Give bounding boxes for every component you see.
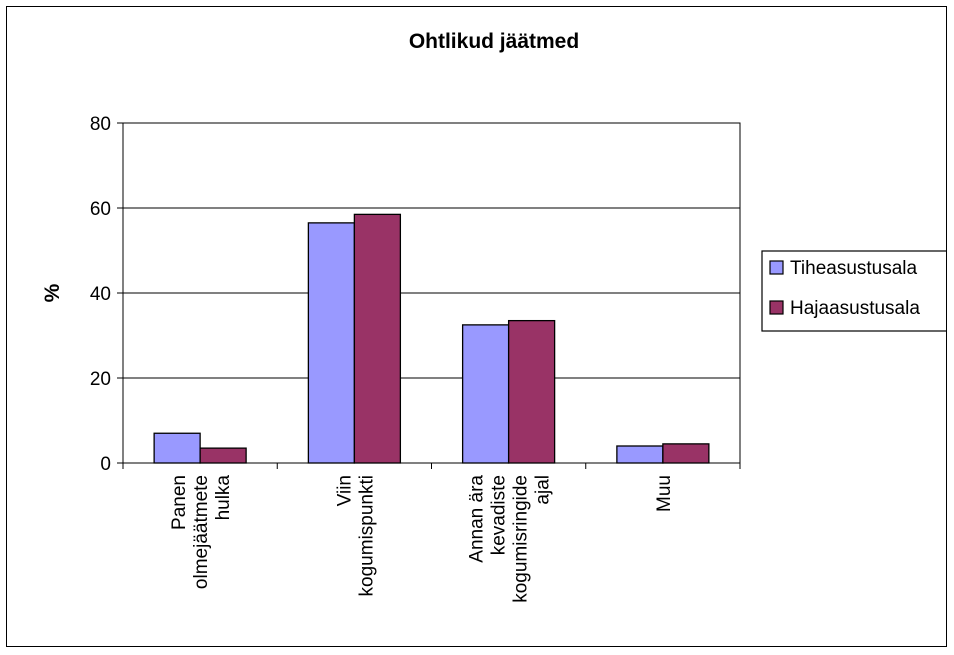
- legend-label-tiheasustusala: Tiheasustusala: [790, 258, 918, 279]
- x-category-label-line: Annan ära: [467, 475, 488, 563]
- x-category-label-line: Muu: [654, 475, 675, 512]
- x-category-label-line: hulka: [213, 475, 234, 521]
- bar-tiheasustusala-2: [461, 324, 510, 464]
- y-tick-label-0: 0: [100, 454, 111, 475]
- bar-tiheasustusala-0: [153, 432, 201, 464]
- legend-label-hajaasustusala: Hajaasustusala: [790, 298, 920, 319]
- x-category-label-line: olmejäätmete: [191, 475, 212, 589]
- x-category-label-line: Panen: [169, 475, 190, 530]
- x-category-label-2: Annan ärakevadistekogumisringideajal: [467, 475, 554, 603]
- x-category-label-1: Viinkogumispunkti: [334, 475, 377, 596]
- bar-tiheasustusala-3: [616, 445, 664, 464]
- x-category-label-line: kogumisringide: [511, 475, 532, 603]
- y-tick-label-40: 40: [90, 284, 111, 305]
- legend-swatch-hajaasustusala: [769, 300, 784, 315]
- y-tick-labels: 0 20 40 60 80: [90, 114, 111, 475]
- x-category-label-line: kogumispunkti: [356, 475, 377, 596]
- y-tick-label-20: 20: [90, 369, 111, 390]
- chart-frame: Ohtlikud jäätmed % 0 20 40 60 80 Panenolmejä…: [6, 6, 947, 647]
- chart-title: Ohtlikud jäätmed: [409, 30, 579, 53]
- x-category-label-line: kevadiste: [489, 475, 510, 555]
- bar-hajaasustusala-0: [199, 447, 247, 464]
- bar-hajaasustusala-2: [507, 319, 556, 464]
- legend-swatch-tiheasustusala: [769, 260, 784, 275]
- x-category-labels: Panenolmejäätmetehulka Viinkogumispunkti A…: [169, 475, 675, 603]
- y-tick-label-60: 60: [90, 199, 111, 220]
- bar-tiheasustusala-1: [307, 222, 356, 464]
- x-category-label-3: Muu: [654, 475, 675, 512]
- legend: Tiheasustusala Hajaasustusala: [761, 250, 946, 332]
- x-category-label-line: ajal: [533, 475, 554, 505]
- bar-chart: Ohtlikud jäätmed % 0 20 40 60 80 Panenolmejä…: [41, 30, 946, 603]
- x-category-label-0: Panenolmejäätmetehulka: [169, 475, 234, 589]
- axes: [117, 122, 741, 469]
- bar-hajaasustusala-1: [353, 213, 402, 464]
- bar-hajaasustusala-3: [662, 443, 710, 464]
- legend-box: [761, 250, 946, 332]
- bars-group: [153, 213, 710, 464]
- y-tick-label-80: 80: [90, 114, 111, 135]
- gridlines: [123, 122, 740, 379]
- x-category-label-line: Viin: [334, 475, 355, 506]
- y-axis-label: %: [41, 283, 64, 302]
